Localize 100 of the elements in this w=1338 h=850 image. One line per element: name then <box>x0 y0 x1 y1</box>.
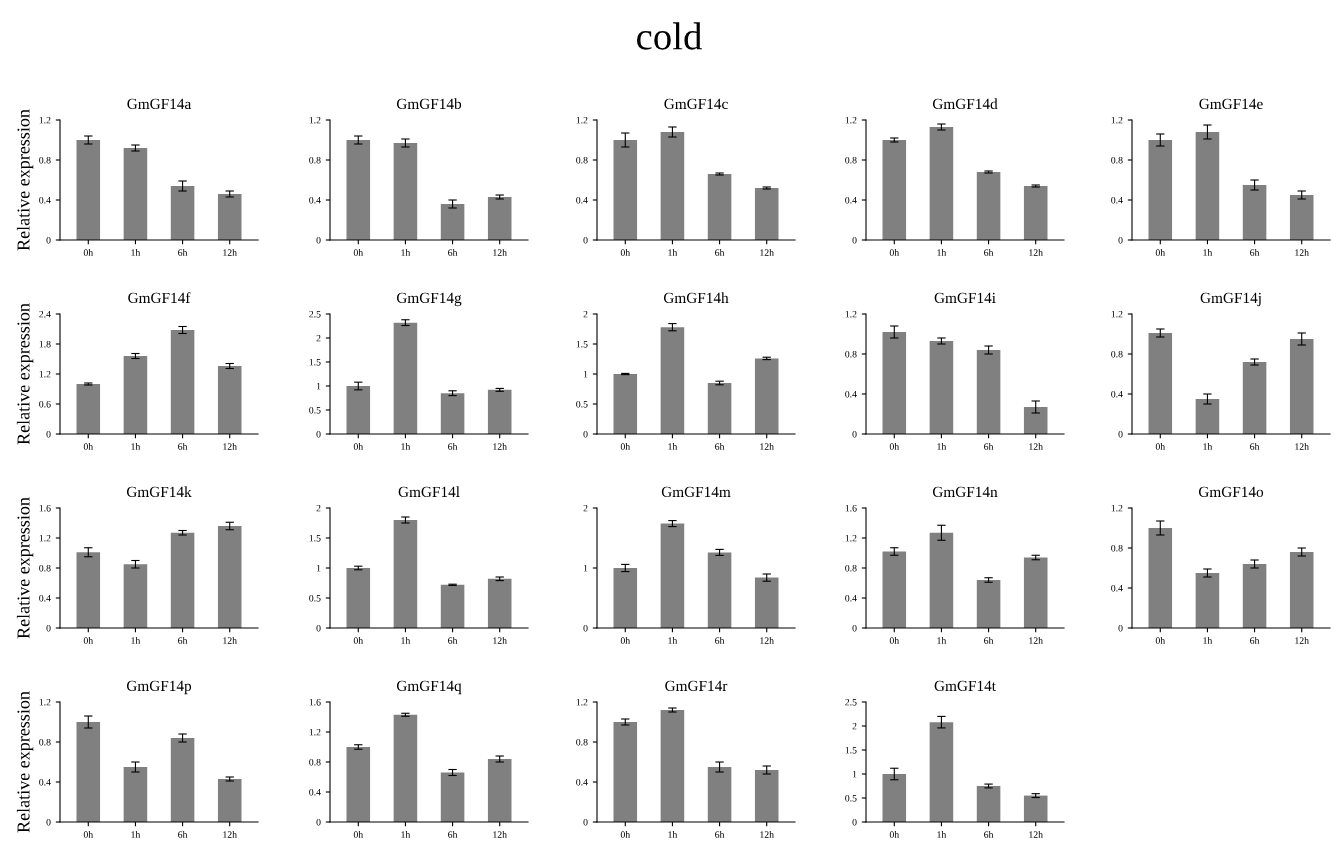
x-tick-label: 1h <box>131 831 141 838</box>
y-tick-label: 0.8 <box>39 738 51 746</box>
y-tick-label: 1.2 <box>1111 504 1123 512</box>
x-tick-label: 12h <box>760 637 774 644</box>
y-tick-label: 0 <box>316 430 321 438</box>
y-tick-label: 1 <box>852 770 857 778</box>
x-tick-label: 1h <box>668 637 678 644</box>
chart-title: GmGF14d <box>932 98 998 110</box>
bar <box>1148 528 1173 628</box>
bar <box>1195 399 1220 434</box>
x-tick-label: 12h <box>1295 249 1309 256</box>
chart-title: GmGF14b <box>396 98 462 110</box>
x-tick-label: 1h <box>401 831 411 838</box>
x-tick-label: 1h <box>401 443 411 450</box>
y-tick-label: 0.4 <box>1111 390 1123 398</box>
y-tick-label: 0 <box>1118 236 1123 244</box>
y-tick-label: 2 <box>583 310 588 318</box>
x-tick-label: 1h <box>937 637 947 644</box>
y-tick-label: 1.2 <box>1111 116 1123 124</box>
y-tick-label: 2.5 <box>845 698 857 706</box>
bar <box>1023 186 1048 240</box>
bar <box>487 759 512 822</box>
x-tick-label: 6h <box>984 831 994 838</box>
bar <box>1195 573 1220 628</box>
chart-title: GmGF14g <box>396 292 462 307</box>
y-tick-label: 1.5 <box>576 340 588 348</box>
x-tick-label: 6h <box>1250 637 1260 644</box>
y-tick-label: 0.8 <box>1111 350 1123 358</box>
x-tick-label: 0h <box>620 637 631 644</box>
x-tick-label: 6h <box>715 249 725 256</box>
x-tick-label: 6h <box>448 249 458 256</box>
bar <box>660 710 685 822</box>
bar <box>929 341 954 434</box>
y-tick-label: 1 <box>583 370 588 378</box>
x-tick-label: 1h <box>1203 637 1213 644</box>
y-tick-label: 2 <box>583 504 588 512</box>
y-tick-label: 0.8 <box>1111 156 1123 164</box>
bar <box>976 172 1001 240</box>
x-tick-label: 0h <box>889 443 900 450</box>
x-tick-label: 0h <box>1155 637 1166 644</box>
y-tick-label: 0.6 <box>39 400 51 408</box>
x-tick-label: 12h <box>1295 443 1309 450</box>
x-tick-label: 0h <box>889 831 900 838</box>
y-tick-label: 1.2 <box>39 698 51 706</box>
bar <box>882 774 907 822</box>
bar <box>1242 362 1267 434</box>
x-tick-label: 0h <box>889 249 900 256</box>
y-axis-title: Relative expression <box>16 109 34 251</box>
bar <box>123 148 148 240</box>
y-tick-label: 0.4 <box>1111 584 1123 592</box>
x-tick-label: 0h <box>83 831 94 838</box>
y-tick-label: 0.4 <box>39 778 51 786</box>
y-tick-label: 0.8 <box>309 156 321 164</box>
chart-title: GmGF14m <box>661 486 731 498</box>
chart-title: GmGF14n <box>932 486 998 498</box>
bar <box>929 127 954 240</box>
chart-title: GmGF14f <box>128 292 191 304</box>
y-tick-label: 0.4 <box>309 788 321 796</box>
y-tick-label: 0.5 <box>576 400 588 408</box>
bar <box>707 552 732 628</box>
y-tick-label: 0.8 <box>845 156 857 164</box>
x-tick-label: 1h <box>131 443 141 450</box>
y-tick-label: 0.8 <box>576 738 588 746</box>
y-tick-label: 0.4 <box>309 196 321 204</box>
y-tick-label: 2 <box>316 334 321 342</box>
y-axis-title: Relative expression <box>16 303 34 445</box>
text: cold <box>637 22 702 50</box>
bar <box>393 143 418 240</box>
y-tick-label: 0 <box>1118 624 1123 632</box>
x-tick-label: 12h <box>1029 443 1043 450</box>
chart-title: GmGF14i <box>934 292 996 304</box>
x-tick-label: 1h <box>401 249 411 256</box>
y-tick-label: 1.6 <box>845 504 857 512</box>
x-tick-label: 1h <box>401 637 411 644</box>
bar <box>123 564 148 628</box>
y-tick-label: 2 <box>852 722 857 730</box>
y-tick-label: 0 <box>316 236 321 244</box>
bar <box>393 714 418 822</box>
x-tick-label: 12h <box>760 249 774 256</box>
y-tick-label: 0.5 <box>309 406 321 414</box>
x-tick-label: 1h <box>668 443 678 450</box>
y-tick-label: 1.2 <box>576 698 588 706</box>
y-tick-label: 1 <box>316 564 321 572</box>
x-tick-label: 6h <box>448 831 458 838</box>
y-tick-label: 0.4 <box>845 594 857 602</box>
x-tick-label: 12h <box>760 831 774 838</box>
x-tick-label: 6h <box>984 249 994 256</box>
x-tick-label: 6h <box>715 637 725 644</box>
y-tick-label: 1 <box>583 564 588 572</box>
bar <box>217 194 242 240</box>
y-tick-label: 1.2 <box>39 534 51 542</box>
x-tick-label: 6h <box>715 831 725 838</box>
bar <box>754 770 779 822</box>
bar <box>929 722 954 822</box>
bar <box>1023 407 1048 434</box>
x-tick-label: 12h <box>223 249 237 256</box>
x-tick-label: 0h <box>353 831 364 838</box>
bar <box>754 358 779 434</box>
y-tick-label: 0.8 <box>1111 544 1123 552</box>
x-tick-label: 12h <box>493 831 507 838</box>
